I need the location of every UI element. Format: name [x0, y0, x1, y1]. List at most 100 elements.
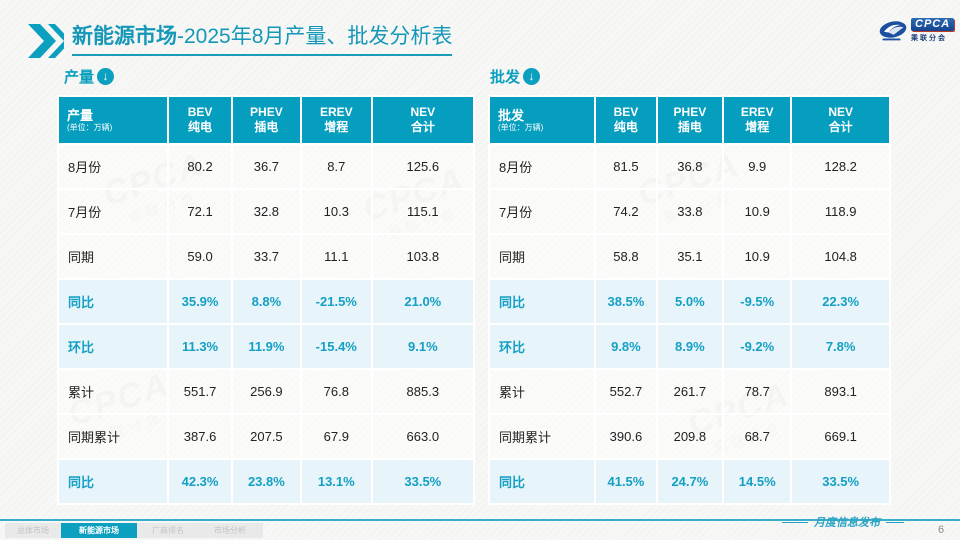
section-label-production: 产量 ↓: [64, 66, 115, 87]
down-arrow-circle-icon: ↓: [97, 68, 115, 85]
value-cell: 36.8: [655, 143, 725, 190]
table-unit: (单位：万辆): [67, 122, 113, 132]
footer-nav: 总体市场 新能源市场 厂商排名 市场分析: [5, 523, 263, 538]
table-header-row: 产量 (单位：万辆) BEV 纯电 PHEV 插电 EREV 增程 NEV 合计: [56, 95, 476, 145]
column-header-cn: 合计: [828, 120, 853, 134]
column-header: PHEV 插电: [655, 95, 725, 145]
row-label: 同期: [487, 233, 597, 280]
table-title-cell: 批发 (单位：万辆): [487, 95, 597, 145]
value-cell: 115.1: [370, 188, 476, 235]
table-row: 环比 11.3% 11.9% -15.4% 9.1%: [56, 323, 476, 370]
footer-tab-oem-ranking[interactable]: 厂商排名: [152, 526, 184, 535]
value-cell: 9.9: [722, 143, 793, 190]
publish-dash: [782, 521, 808, 523]
row-label: 环比: [56, 323, 170, 370]
value-cell: 7.8%: [790, 323, 891, 370]
value-cell: 22.3%: [790, 278, 891, 325]
table-row: 同期 59.0 33.7 11.1 103.8: [56, 233, 476, 280]
value-cell: 207.5: [230, 413, 302, 460]
table-unit: (单位：万辆): [498, 122, 544, 132]
section-label-wholesale: 批发 ↓: [490, 66, 541, 87]
column-header: BEV 纯电: [167, 95, 233, 145]
cpca-logo: CPCA 乘联分会: [878, 18, 955, 43]
row-label: 7月份: [56, 188, 170, 235]
value-cell: 551.7: [167, 368, 233, 415]
column-header: NEV 合计: [370, 95, 476, 145]
value-cell: 893.1: [790, 368, 891, 415]
table-row: 7月份 72.1 32.8 10.3 115.1: [56, 188, 476, 235]
row-label: 8月份: [56, 143, 170, 190]
table-row: 同期累计 387.6 207.5 67.9 663.0: [56, 413, 476, 460]
value-cell: 552.7: [594, 368, 658, 415]
value-cell: 42.3%: [167, 458, 233, 505]
double-chevron-icon: [28, 24, 64, 58]
value-cell: 11.1: [299, 233, 373, 280]
row-label: 同期累计: [487, 413, 597, 460]
column-header-cn: 插电: [254, 120, 279, 134]
value-cell: 103.8: [370, 233, 476, 280]
row-label: 环比: [487, 323, 597, 370]
value-cell: 41.5%: [594, 458, 658, 505]
column-header-cn: 增程: [745, 120, 770, 134]
column-header-en: BEV: [613, 105, 639, 119]
cpca-logo-subtitle: 乘联分会: [911, 35, 947, 42]
column-header-cn: 纯电: [613, 120, 638, 134]
value-cell: 68.7: [722, 413, 793, 460]
table-row: 环比 9.8% 8.9% -9.2% 7.8%: [487, 323, 891, 370]
row-label: 同比: [487, 458, 597, 505]
table-row: 同比 41.5% 24.7% 14.5% 33.5%: [487, 458, 891, 505]
value-cell: 33.7: [230, 233, 302, 280]
value-cell: 256.9: [230, 368, 302, 415]
column-header: EREV 增程: [722, 95, 793, 145]
footer-tab-nev-market[interactable]: 新能源市场: [61, 523, 137, 538]
column-header-en: PHEV: [250, 105, 283, 119]
row-label: 同期: [56, 233, 170, 280]
value-cell: 76.8: [299, 368, 373, 415]
value-cell: 128.2: [790, 143, 891, 190]
data-table: 批发 (单位：万辆) BEV 纯电 PHEV 插电 EREV 增程 NEV 合计 8月份 81.5 36…: [487, 95, 891, 505]
value-cell: -21.5%: [299, 278, 373, 325]
value-cell: 74.2: [594, 188, 658, 235]
publish-label-row: 月度信息发布: [782, 514, 904, 530]
row-label: 同比: [56, 278, 170, 325]
column-header-en: PHEV: [673, 105, 707, 119]
value-cell: 8.9%: [655, 323, 725, 370]
header: 新能源市场-2025年8月产量、批发分析表: [28, 22, 453, 58]
publish-dash: [886, 521, 904, 523]
value-cell: 13.1%: [299, 458, 373, 505]
column-header-en: EREV: [740, 105, 774, 119]
value-cell: 14.5%: [722, 458, 793, 505]
footer-tab-market-analysis[interactable]: 市场分析: [214, 526, 246, 535]
page-title-emphasis: 新能源市场: [72, 25, 177, 48]
row-label: 同期累计: [56, 413, 170, 460]
column-header-en: NEV: [410, 105, 436, 119]
value-cell: 23.8%: [230, 458, 302, 505]
table-header-row: 批发 (单位：万辆) BEV 纯电 PHEV 插电 EREV 增程 NEV 合计: [487, 95, 891, 145]
page-title-rest: -2025年8月产量、批发分析表: [177, 25, 453, 48]
value-cell: 8.8%: [230, 278, 302, 325]
value-cell: 118.9: [790, 188, 891, 235]
row-label: 同比: [56, 458, 170, 505]
value-cell: 36.7: [230, 143, 302, 190]
footer-tab-overall-market[interactable]: 总体市场: [17, 526, 49, 535]
value-cell: 21.0%: [370, 278, 476, 325]
value-cell: -15.4%: [299, 323, 373, 370]
value-cell: 10.9: [722, 188, 793, 235]
production-table-container: 产量 (单位：万辆) BEV 纯电 PHEV 插电 EREV 增程 NEV 合计 8月份 80.2 36…: [56, 95, 476, 505]
footer-divider: [0, 519, 960, 521]
value-cell: 669.1: [790, 413, 891, 460]
data-table: 产量 (单位：万辆) BEV 纯电 PHEV 插电 EREV 增程 NEV 合计 8月份 80.2 36…: [56, 95, 476, 505]
column-header-en: EREV: [319, 105, 353, 119]
column-header-en: BEV: [187, 105, 213, 119]
value-cell: 67.9: [299, 413, 373, 460]
value-cell: 387.6: [167, 413, 233, 460]
value-cell: 59.0: [167, 233, 233, 280]
column-header-cn: 插电: [677, 120, 702, 134]
value-cell: 209.8: [655, 413, 725, 460]
table-row: 同比 35.9% 8.8% -21.5% 21.0%: [56, 278, 476, 325]
table-row: 7月份 74.2 33.8 10.9 118.9: [487, 188, 891, 235]
value-cell: 33.5%: [370, 458, 476, 505]
value-cell: 125.6: [370, 143, 476, 190]
value-cell: 81.5: [594, 143, 658, 190]
